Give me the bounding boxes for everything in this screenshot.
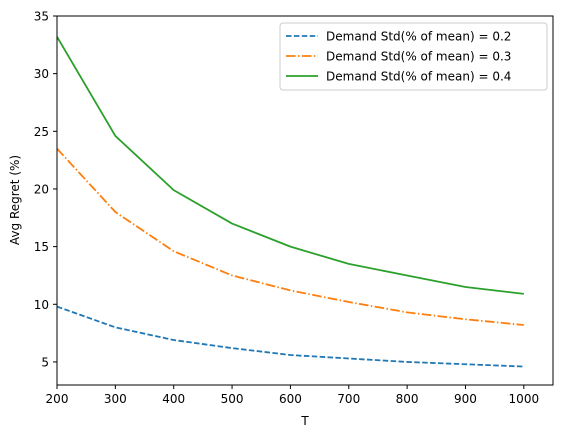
x-axis-label: T: [300, 414, 309, 428]
x-tick-label: 300: [104, 392, 127, 406]
series-line-1: [57, 305, 524, 368]
x-tick-label: 500: [221, 392, 244, 406]
series-line-2: [57, 148, 524, 326]
x-tick-label: 400: [162, 392, 185, 406]
x-tick-label: 600: [279, 392, 302, 406]
y-tick-label: 25: [34, 125, 49, 139]
y-axis-label: Avg Regret (%): [8, 155, 22, 245]
legend: Demand Std(% of mean) = 0.2 Demand Std(% …: [279, 22, 548, 91]
x-tick-label: 900: [454, 392, 477, 406]
x-tick-label: 700: [337, 392, 360, 406]
y-tick-label: 5: [41, 355, 49, 369]
legend-label-3: Demand Std(% of mean) = 0.4: [326, 70, 511, 84]
legend-label-2: Demand Std(% of mean) = 0.3: [326, 50, 511, 64]
y-tick-label: 35: [34, 10, 49, 24]
plot-frame: [56, 15, 554, 386]
legend-label-1: Demand Std(% of mean) = 0.2: [326, 30, 511, 44]
y-tick-label: 10: [34, 298, 49, 312]
series-line-3: [57, 36, 524, 295]
x-tick-label: 1000: [509, 392, 540, 406]
y-tick-label: 30: [34, 67, 49, 81]
y-tick-label: 20: [34, 182, 49, 196]
legend-box: [279, 22, 548, 91]
y-tick-label: 15: [34, 240, 49, 254]
x-tick-label: 200: [46, 392, 69, 406]
x-tick-label: 800: [396, 392, 419, 406]
